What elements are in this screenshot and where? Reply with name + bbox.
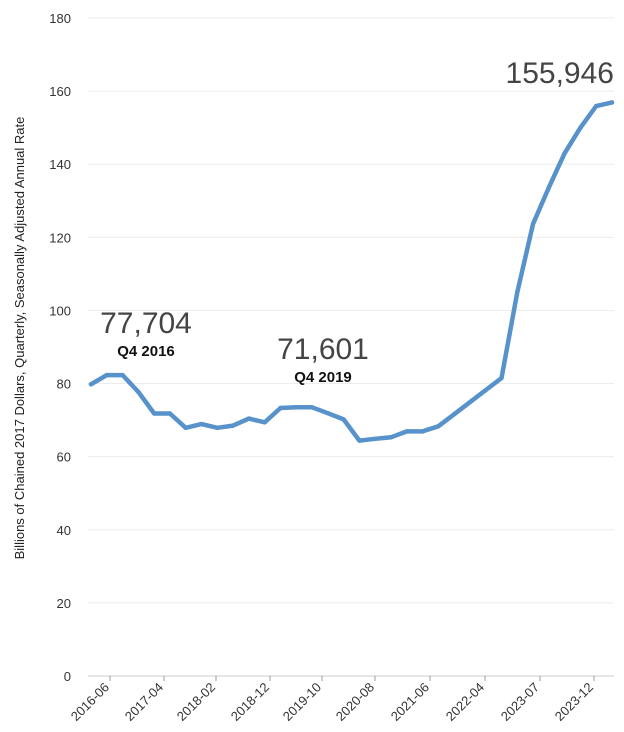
data-point [546,185,551,190]
data-point [136,389,141,395]
data-point [309,405,315,410]
data-point [562,151,567,156]
data-point [404,429,409,434]
x-tick-label: 2019-10 [280,680,324,724]
data-point [341,417,346,422]
series-line [88,100,615,443]
y-axis-label: Billions of Chained 2017 Dollars, Quarte… [12,117,27,560]
data-point [373,436,378,441]
annotation-value: 155,946 [506,57,614,90]
y-tick-label: 0 [64,669,71,684]
annotation-period: Q4 2016 [117,343,175,360]
y-tick-label: 140 [49,157,71,172]
data-point [594,103,599,109]
x-tick-label: 2022-04 [443,680,487,724]
data-point [183,425,188,430]
data-point [215,425,220,430]
data-point [483,387,488,393]
data-point [294,405,299,410]
data-point [578,125,583,130]
data-point [515,290,520,295]
data-point [609,100,615,105]
y-tick-label: 40 [57,523,71,538]
x-tick-label: 2018-12 [228,680,272,724]
y-tick-label: 60 [57,450,71,465]
data-point [230,423,236,428]
x-tick-label: 2020-08 [333,680,377,724]
x-tick-label: 2021-06 [388,680,432,724]
annotation-value: 71,601 [277,333,369,366]
data-point [199,421,204,427]
data-point [325,411,330,416]
x-tick-label: 2016-06 [68,680,112,724]
annotation-period: Q4 2019 [294,369,352,386]
x-tick-label: 2023-07 [498,680,542,724]
data-point [451,412,457,417]
data-point [420,429,425,434]
data-point [499,375,504,381]
data-point [120,372,125,378]
data-point [88,382,94,387]
y-tick-label: 20 [57,596,71,611]
data-point [467,400,473,405]
x-tick-label: 2017-04 [122,680,166,724]
y-tick-label: 100 [49,303,71,318]
y-tick-label: 80 [57,377,71,392]
x-tick-label: 2023-12 [552,680,596,724]
data-point [167,411,173,416]
data-point [152,411,157,416]
y-tick-label: 160 [49,84,71,99]
data-point [436,424,441,429]
data-point [262,420,267,425]
annotation-value: 77,704 [100,307,192,340]
data-point [388,435,394,440]
y-tick-label: 120 [49,230,71,245]
x-tick-label: 2018-02 [174,680,218,724]
data-point [104,372,110,378]
data-point [278,405,283,411]
data-point [530,221,536,226]
data-point [357,438,362,443]
data-point [246,416,252,421]
y-tick-label: 180 [49,11,71,26]
